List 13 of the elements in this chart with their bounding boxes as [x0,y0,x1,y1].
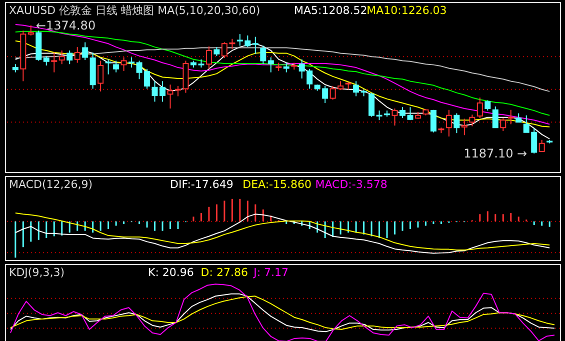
text: MA10:1226.03 [366,4,447,17]
chart-title: KDJ(9,3,3) [9,266,64,279]
series-label: D: 27.86 [200,266,248,279]
chart-title: MACD(12,26,9) [9,178,93,191]
chart-title: XAUUSD 伦敦金 日线 蜡烛图 MA(5,10,20,30,60) [9,4,260,17]
text: DEA:-15.860 [242,178,312,191]
annotation: ←1374.80 [36,18,96,32]
text: DIF:-17.649 [170,178,234,191]
text: K: 20.96 [148,266,194,279]
annotation: 1187.10 → [464,146,528,160]
text: MACD:-3.578 [315,178,388,191]
series-label: J: 7.17 [252,266,289,279]
text: MA5:1208.52 [294,4,368,17]
